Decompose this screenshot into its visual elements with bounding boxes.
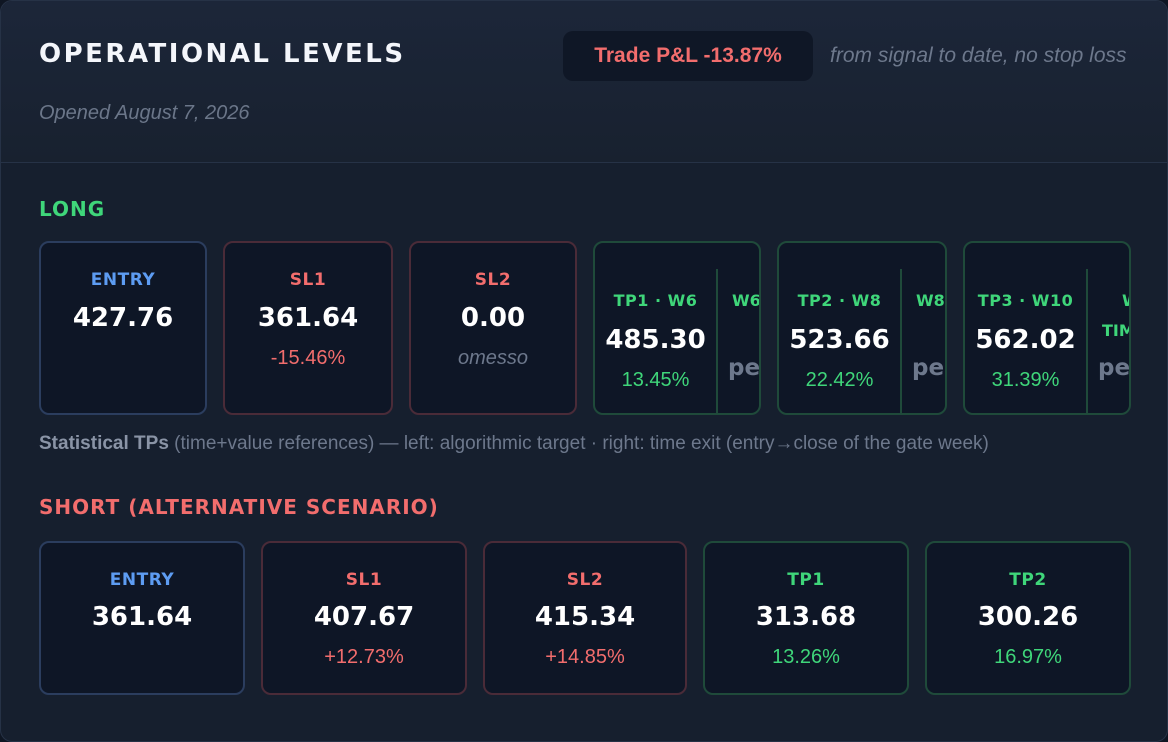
long-tp1-pct: 13.45%: [621, 369, 690, 391]
short-tp1-pct: 13.26%: [772, 646, 840, 668]
short-entry-card: ENTRY 361.64: [39, 541, 245, 695]
long-sl2-label: SL2: [474, 270, 512, 290]
statistical-tps-note-text: (time+value references) — left: algorith…: [168, 433, 989, 454]
long-sl2-value: 0.00: [460, 303, 526, 333]
long-sl1-label: SL1: [289, 270, 327, 290]
long-tp1-time-value: pe: [728, 355, 759, 381]
long-tp1-time-label: W6: [732, 291, 759, 310]
short-sl2-pct: +14.85%: [545, 646, 625, 668]
long-tp2-pct: 22.42%: [805, 369, 874, 391]
short-tp2-value: 300.26: [977, 602, 1079, 632]
short-entry-value: 361.64: [91, 602, 193, 632]
long-entry-value: 427.76: [72, 303, 174, 333]
short-tp2-card: TP2 300.26 16.97%: [925, 541, 1131, 695]
tp-divider: [900, 269, 902, 413]
long-tp2-time-label: W8: [916, 291, 945, 310]
long-tp3-time-value: per: [1098, 355, 1129, 381]
long-sl1-pct: -15.46%: [270, 347, 346, 369]
short-sl1-card: SL1 407.67 +12.73%: [261, 541, 467, 695]
long-sl2-note: omesso: [457, 347, 529, 369]
trade-pnl-note: from signal to date, no stop loss: [830, 44, 1127, 67]
short-tp1-value: 313.68: [755, 602, 857, 632]
long-tp2-time-value: per: [912, 355, 945, 381]
long-section-title: LONG: [39, 197, 106, 221]
long-sl1-card: SL1 361.64 -15.46%: [223, 241, 393, 415]
short-sl1-value: 407.67: [313, 602, 415, 632]
long-sl2-card: SL2 0.00 omesso: [409, 241, 577, 415]
long-tp2-card: TP2 · W8 523.66 22.42% W8 per: [777, 241, 947, 415]
short-sl2-value: 415.34: [534, 602, 636, 632]
long-entry-card: ENTRY 427.76: [39, 241, 207, 415]
trade-pnl-badge: Trade P&L -13.87%: [563, 31, 813, 81]
short-tp1-label: TP1: [787, 570, 825, 590]
long-tp3-card: TP3 · W10 562.02 31.39% W TIM per: [963, 241, 1131, 415]
statistical-tps-note-bold: Statistical TPs: [39, 433, 169, 454]
long-tp3-label: TP3 · W10: [977, 291, 1074, 310]
tp-divider: [1086, 269, 1088, 413]
short-sl2-label: SL2: [566, 570, 604, 590]
short-tp1-card: TP1 313.68 13.26%: [703, 541, 909, 695]
short-entry-label: ENTRY: [109, 570, 175, 590]
opened-date: Opened August 7, 2026: [39, 102, 250, 124]
long-entry-label: ENTRY: [90, 270, 156, 290]
statistical-tps-note: Statistical TPs (time+value references) …: [39, 433, 989, 455]
tp-divider: [716, 269, 718, 413]
long-tp1-label: TP1 · W6: [613, 291, 698, 310]
short-tp2-pct: 16.97%: [994, 646, 1062, 668]
long-sl1-value: 361.64: [257, 303, 359, 333]
long-tp2-value: 523.66: [789, 325, 890, 355]
short-sl1-label: SL1: [345, 570, 383, 590]
long-tp3-value: 562.02: [975, 325, 1076, 355]
short-tp2-label: TP2: [1009, 570, 1047, 590]
long-tp3-time-label-2: TIM: [1102, 321, 1129, 340]
panel-header: OPERATIONAL LEVELS Opened August 7, 2026…: [1, 1, 1167, 163]
long-tp1-value: 485.30: [605, 325, 706, 355]
panel-title: OPERATIONAL LEVELS: [39, 39, 406, 69]
long-tp2-label: TP2 · W8: [797, 291, 882, 310]
short-sl2-card: SL2 415.34 +14.85%: [483, 541, 687, 695]
long-tp1-card: TP1 · W6 485.30 13.45% W6 pe: [593, 241, 761, 415]
long-tp3-pct: 31.39%: [991, 369, 1060, 391]
short-section-title: SHORT (ALTERNATIVE SCENARIO): [39, 495, 439, 519]
short-sl1-pct: +12.73%: [324, 646, 404, 668]
long-tp3-time-label: W: [1122, 291, 1129, 310]
